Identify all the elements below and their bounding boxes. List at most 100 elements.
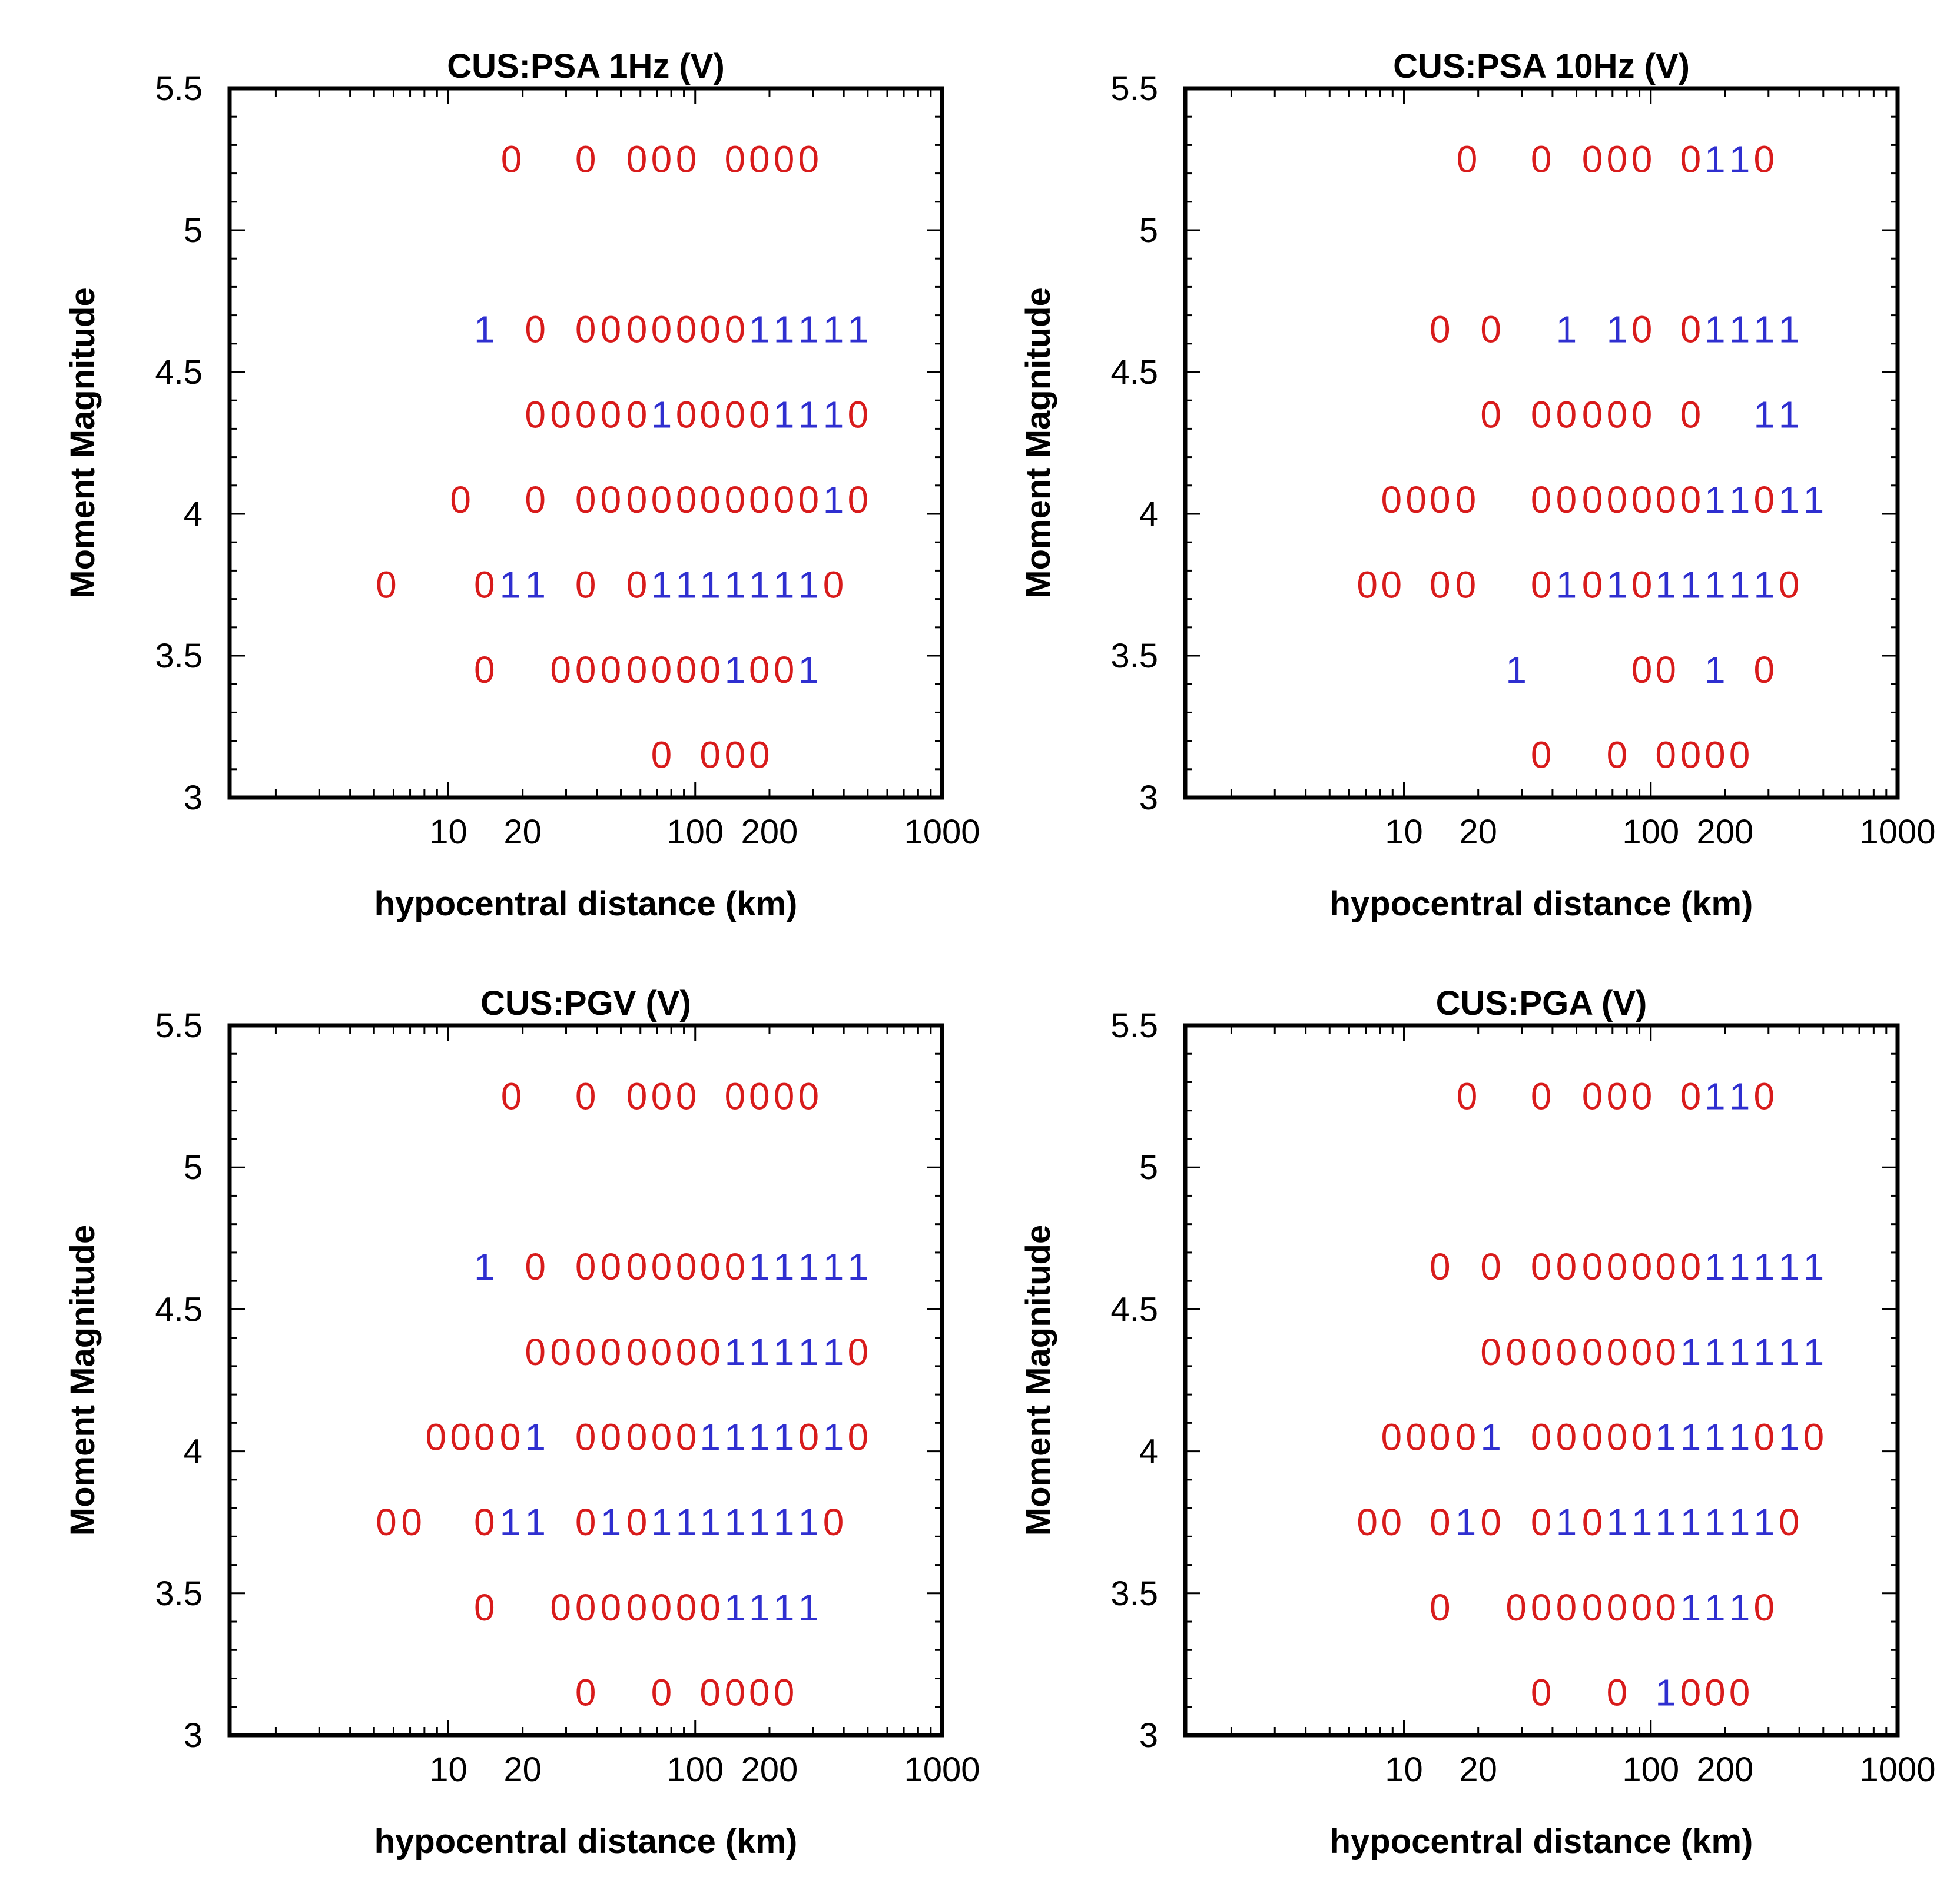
data-point: 1 [725, 649, 746, 691]
data-point: 1 [1729, 1586, 1750, 1629]
data-point: 0 [651, 1331, 672, 1373]
data-point: 0 [626, 649, 648, 691]
y-tick-label: 3 [184, 1716, 203, 1755]
data-point: 1 [823, 1246, 844, 1288]
data-point: 0 [1655, 1331, 1676, 1373]
data-point: 0 [474, 1501, 495, 1543]
data-point: 0 [1556, 479, 1577, 521]
data-point: 0 [823, 564, 844, 606]
y-tick-label: 5 [1139, 1148, 1158, 1187]
data-point: 0 [651, 308, 672, 351]
data-point: 0 [1631, 479, 1653, 521]
y-tick-label: 3.5 [1110, 1575, 1158, 1613]
data-point: 1 [725, 1586, 746, 1629]
data-point: 0 [651, 649, 672, 691]
data-point: 1 [1729, 1331, 1750, 1373]
data-point: 0 [848, 1331, 869, 1373]
data-point: 0 [601, 1586, 622, 1629]
data-point: 1 [1704, 308, 1726, 351]
data-point: 1 [823, 1331, 844, 1373]
data-point: 0 [425, 1416, 446, 1458]
data-point: 0 [626, 479, 648, 521]
data-point: 0 [550, 1331, 571, 1373]
data-point: 0 [1582, 564, 1603, 606]
data-point: 0 [1607, 1672, 1628, 1714]
data-point: 0 [1531, 1416, 1552, 1458]
data-point: 1 [798, 1331, 820, 1373]
data-point: 0 [626, 564, 648, 606]
data-point: 0 [1480, 308, 1501, 351]
data-point: 0 [575, 479, 596, 521]
data-point: 0 [1531, 1501, 1552, 1543]
data-point: 0 [798, 1416, 820, 1458]
data-point: 1 [1754, 393, 1775, 436]
data-point: 0 [699, 1586, 721, 1629]
data-point: 0 [1531, 1672, 1552, 1714]
chart-title: CUS:PGV (V) [480, 984, 691, 1022]
data-point: 1 [1779, 1416, 1800, 1458]
data-point: 0 [725, 393, 746, 436]
x-tick-label: 10 [1385, 1751, 1423, 1789]
data-point: 0 [376, 564, 397, 606]
data-point: 0 [1457, 138, 1478, 181]
data-point: 1 [749, 564, 770, 606]
data-point: 1 [798, 1501, 820, 1543]
x-tick-label: 1000 [904, 1751, 980, 1789]
data-point: 0 [699, 1331, 721, 1373]
data-point: 1 [823, 308, 844, 351]
data-point: 0 [1754, 1075, 1775, 1118]
data-point: 1 [1680, 1416, 1702, 1458]
data-point: 0 [1655, 649, 1676, 691]
y-tick-label: 5 [1139, 211, 1158, 250]
data-point: 0 [1531, 138, 1552, 181]
data-point: 0 [626, 138, 648, 181]
data-point: 1 [1729, 564, 1750, 606]
data-point: 1 [699, 1416, 721, 1458]
data-point: 0 [1779, 564, 1800, 606]
data-point: 1 [525, 1501, 546, 1543]
data-point: 0 [1480, 1501, 1501, 1543]
data-point: 1 [1556, 564, 1577, 606]
data-point: 1 [1704, 1331, 1726, 1373]
data-point: 0 [749, 649, 770, 691]
data-point: 0 [474, 649, 495, 691]
data-point: 0 [550, 649, 571, 691]
data-point: 1 [1480, 1416, 1501, 1458]
data-point: 1 [601, 1501, 622, 1543]
data-point: 0 [1607, 1075, 1628, 1118]
data-point: 0 [1455, 564, 1477, 606]
data-point: 0 [676, 1416, 697, 1458]
data-point: 1 [1607, 564, 1628, 606]
data-point: 0 [1655, 1246, 1676, 1288]
data-point: 1 [1729, 1075, 1750, 1118]
data-point: 1 [1455, 1501, 1477, 1543]
data-point: 1 [651, 564, 672, 606]
data-point: 0 [749, 1075, 770, 1118]
data-point: 0 [1556, 1586, 1577, 1629]
data-point: 0 [651, 479, 672, 521]
data-point: 1 [725, 1331, 746, 1373]
data-point: 0 [626, 308, 648, 351]
data-point: 1 [798, 1246, 820, 1288]
data-point: 1 [1704, 1501, 1726, 1543]
data-point: 1 [1754, 1331, 1775, 1373]
y-axis-label: Moment Magnitude [1019, 287, 1057, 598]
data-point: 0 [450, 479, 471, 521]
data-point: 0 [601, 1416, 622, 1458]
data-point: 1 [1729, 479, 1750, 521]
data-point: 1 [1680, 1501, 1702, 1543]
data-point: 1 [1655, 1416, 1676, 1458]
data-point: 0 [525, 1246, 546, 1288]
y-tick-label: 5.5 [1110, 1007, 1158, 1045]
data-point: 0 [676, 308, 697, 351]
data-point: 1 [749, 1331, 770, 1373]
y-tick-label: 3.5 [1110, 637, 1158, 675]
data-point: 0 [651, 734, 672, 776]
x-tick-label: 100 [666, 1751, 724, 1789]
data-point: 0 [725, 479, 746, 521]
data-point: 0 [1607, 1416, 1628, 1458]
data-point: 0 [1680, 734, 1702, 776]
data-point: 0 [1582, 1331, 1603, 1373]
plot-frame [1183, 86, 1900, 800]
data-point: 0 [1754, 1416, 1775, 1458]
